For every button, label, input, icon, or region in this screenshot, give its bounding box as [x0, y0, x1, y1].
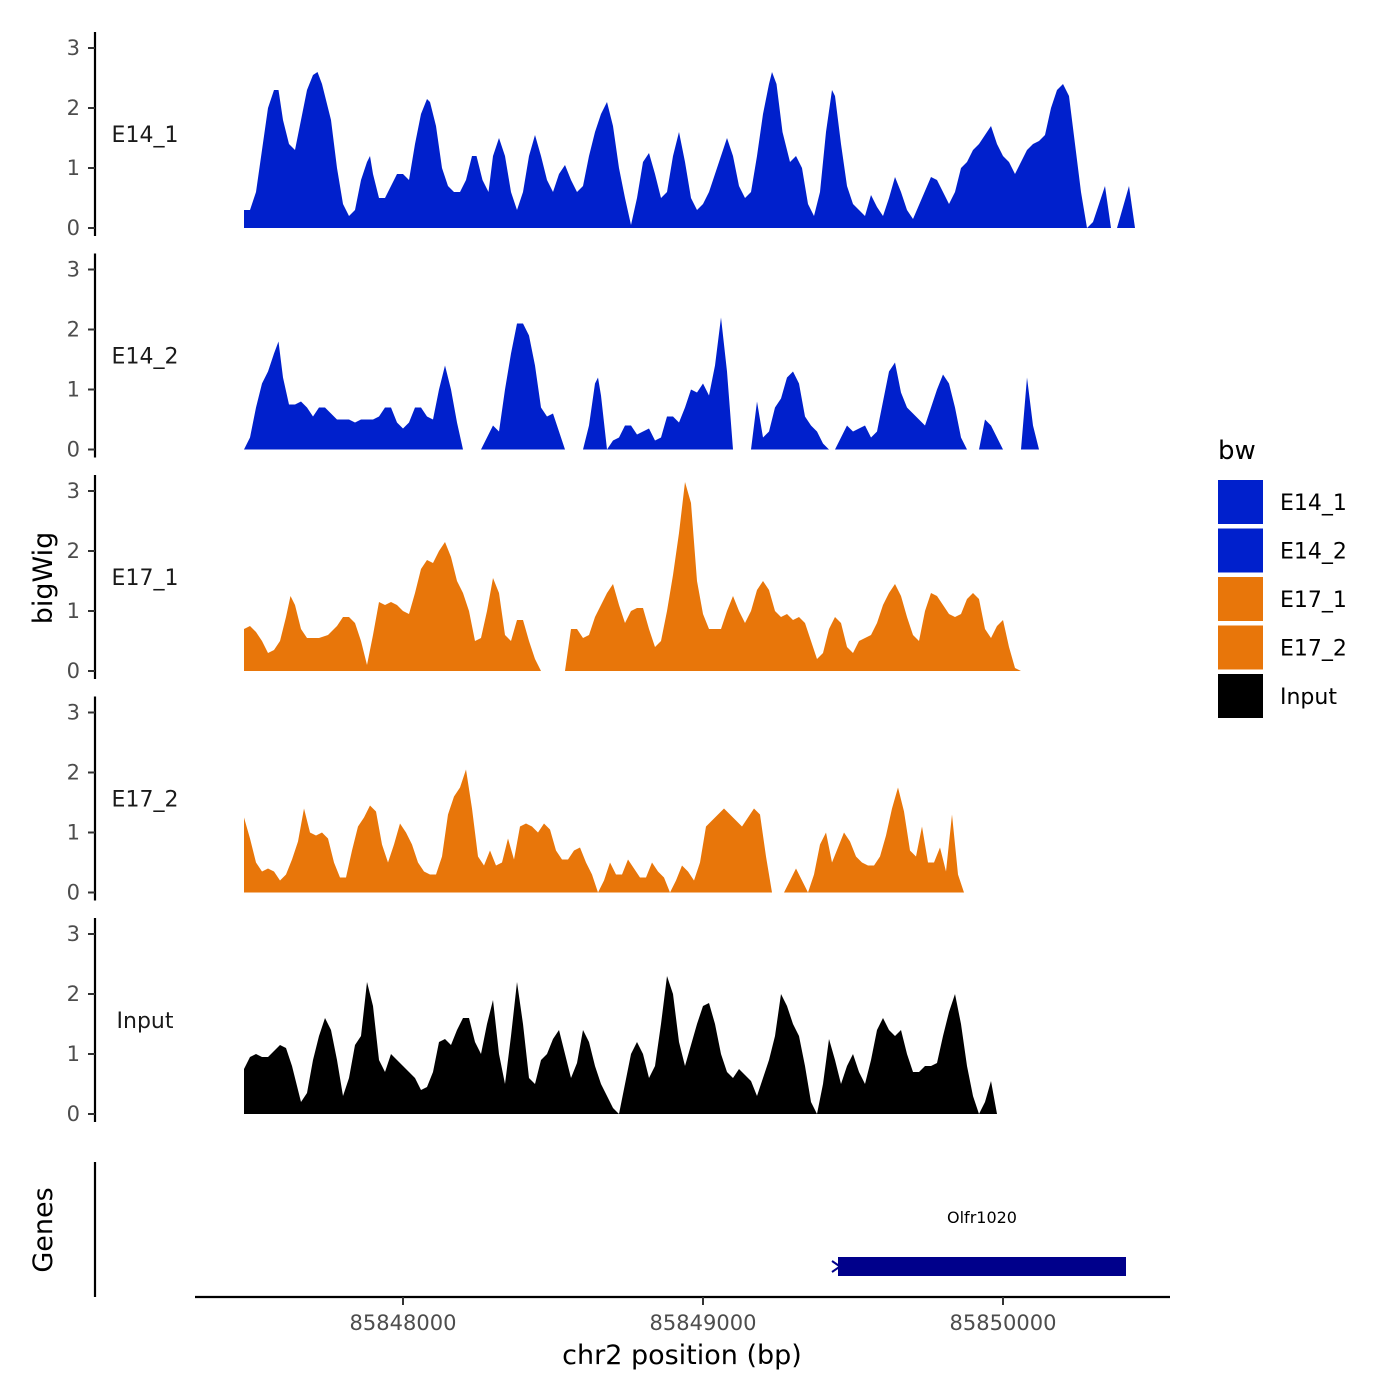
- legend-label: E14_1: [1280, 491, 1347, 516]
- y-tick-label: 1: [67, 378, 80, 402]
- y-tick-label: 2: [67, 96, 80, 120]
- y-axis-title: bigWig: [28, 532, 59, 625]
- genes-title: Genes: [28, 1187, 59, 1272]
- x-tick-label: 85848000: [350, 1311, 457, 1335]
- legend-swatch: [1218, 674, 1263, 718]
- y-tick-label: 2: [67, 539, 80, 563]
- y-tick-label: 3: [67, 701, 80, 725]
- coverage-area-input: [244, 976, 1135, 1114]
- track-label: E17_1: [112, 566, 179, 591]
- y-tick-label: 1: [67, 1042, 80, 1066]
- x-axis-title: chr2 position (bp): [562, 1340, 802, 1371]
- track-label: E14_2: [112, 345, 179, 370]
- y-tick-label: 1: [67, 599, 80, 623]
- track-e17-1: 0 1 2 3 E17_1: [67, 475, 1135, 683]
- y-tick-label: 2: [67, 982, 80, 1006]
- legend-swatch: [1218, 528, 1263, 573]
- y-tick-label: 3: [67, 36, 80, 60]
- coverage-area-e14-1: [244, 72, 1135, 228]
- y-tick-label: 0: [67, 438, 80, 462]
- legend-swatch: [1218, 577, 1263, 621]
- gene-strand-arrow: [831, 1260, 842, 1273]
- y-tick-label: 1: [67, 156, 80, 180]
- gene-olfr1020-body[interactable]: [838, 1257, 1126, 1276]
- legend-title: bw: [1218, 436, 1256, 466]
- legend-label: Input: [1280, 685, 1337, 710]
- track-e17-2: 0 1 2 3 E17_2: [67, 696, 1132, 905]
- y-tick-label: 0: [67, 216, 80, 240]
- track-label: E14_1: [112, 123, 179, 148]
- track-label: E17_2: [112, 788, 179, 813]
- legend-label: E17_1: [1280, 588, 1347, 613]
- genes-panel: Genes Olfr1020: [28, 1162, 1126, 1297]
- track-label: Input: [117, 1009, 174, 1034]
- y-tick-label: 0: [67, 881, 80, 905]
- legend-items: E14_1 E14_2 E17_1 E17_2 Input: [1218, 480, 1347, 718]
- y-tick-label: 2: [67, 318, 80, 342]
- y-tick-label: 3: [67, 479, 80, 503]
- legend-swatch: [1218, 480, 1263, 524]
- coverage-area-e17-1: [244, 482, 1135, 671]
- gene-olfr1020-label: Olfr1020: [947, 1208, 1017, 1227]
- y-tick-label: 0: [67, 1102, 80, 1126]
- y-tick-label: 3: [67, 922, 80, 946]
- tracks-layer: 0 1 2 3 E14_1 0 1 2 3 E14_2 0 1 2 3 E17_1 0 1 2 3 E17_2 0 1 2 3…: [67, 32, 1135, 1126]
- x-axis: 85848000 85849000 85850000 chr2 position (…: [195, 1295, 1170, 1371]
- coverage-area-e17-2: [244, 769, 1132, 893]
- track-e14-2: 0 1 2 3 E14_2: [67, 253, 1135, 462]
- x-tick-label: 85850000: [950, 1311, 1057, 1335]
- track-e14-1: 0 1 2 3 E14_1: [67, 32, 1135, 240]
- x-ticks: 85848000 85849000 85850000: [350, 1297, 1057, 1335]
- legend: bw E14_1 E14_2 E17_1 E17_2 Input: [1218, 436, 1347, 718]
- legend-label: E14_2: [1280, 540, 1347, 565]
- y-tick-label: 2: [67, 761, 80, 785]
- legend-label: E17_2: [1280, 637, 1347, 662]
- coverage-area-e14-2: [244, 317, 1135, 450]
- y-tick-label: 1: [67, 821, 80, 845]
- x-tick-label: 85849000: [650, 1311, 757, 1335]
- y-tick-label: 3: [67, 258, 80, 282]
- y-tick-label: 0: [67, 659, 80, 683]
- legend-swatch: [1218, 625, 1263, 670]
- track-input: 0 1 2 3 Input: [67, 918, 1135, 1126]
